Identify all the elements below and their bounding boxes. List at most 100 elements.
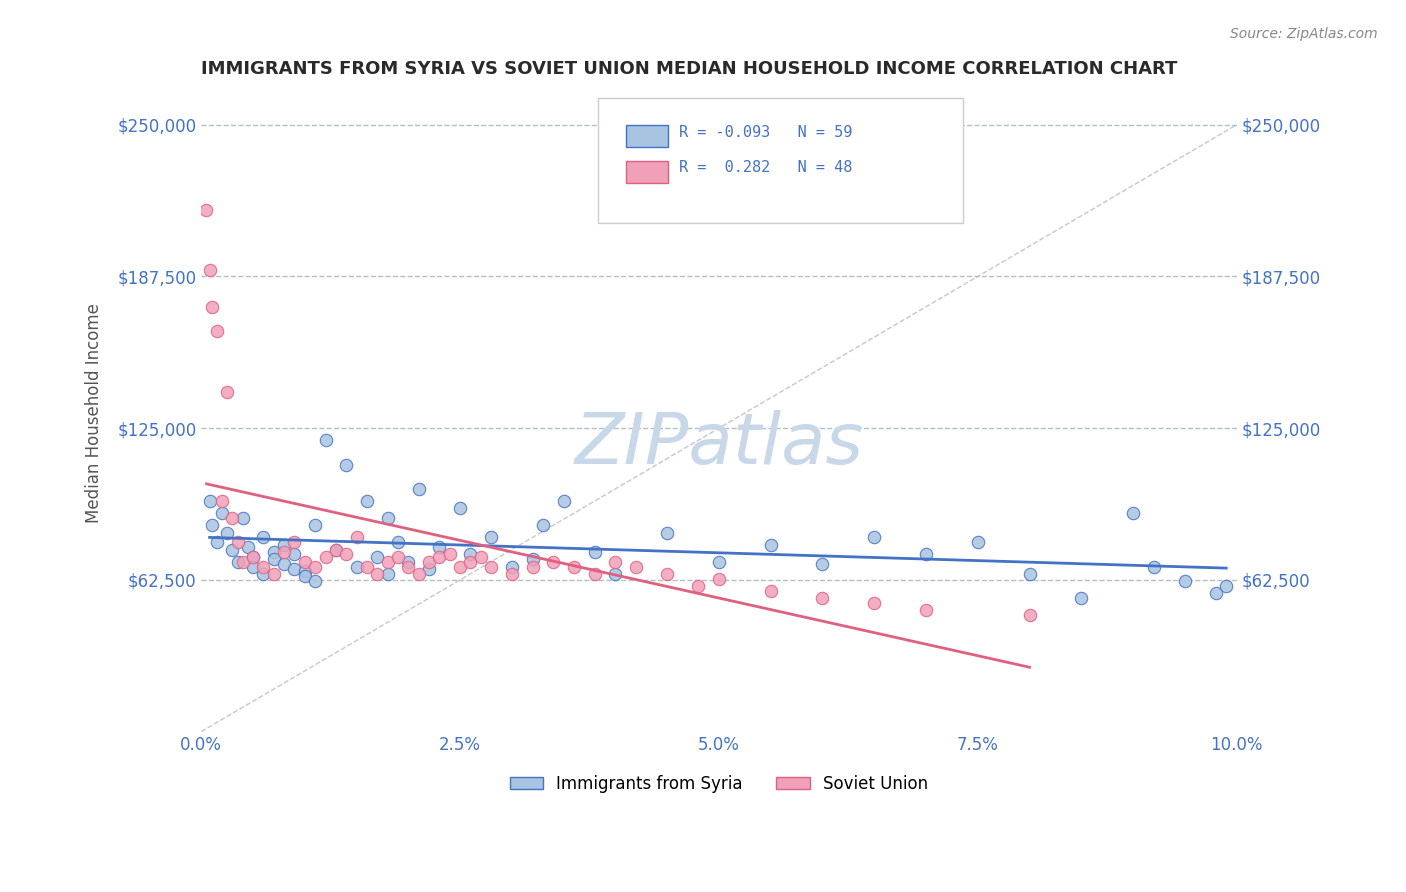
Point [583, 545, 606, 559]
Legend: Immigrants from Syria, Soviet Union: Immigrants from Syria, Soviet Union [503, 768, 935, 799]
Text: R =  0.282   N = 48: R = 0.282 N = 48 [679, 161, 852, 175]
Point [531, 518, 554, 533]
Point [366, 566, 388, 581]
Point [605, 555, 627, 569]
Point [863, 596, 886, 610]
Point [221, 511, 243, 525]
Point [346, 559, 368, 574]
Point [811, 557, 834, 571]
Point [366, 549, 388, 564]
Point [226, 535, 249, 549]
Point [439, 547, 461, 561]
Text: IMMIGRANTS FROM SYRIA VS SOVIET UNION MEDIAN HOUSEHOLD INCOME CORRELATION CHART: IMMIGRANTS FROM SYRIA VS SOVIET UNION ME… [201, 60, 1178, 78]
Point [232, 555, 254, 569]
Point [543, 555, 565, 569]
Point [553, 494, 575, 508]
Text: Source: ZipAtlas.com: Source: ZipAtlas.com [1230, 27, 1378, 41]
Point [460, 547, 482, 561]
Point [966, 535, 988, 549]
Point [283, 535, 305, 549]
Point [242, 549, 264, 564]
Point [479, 559, 502, 574]
Point [915, 547, 938, 561]
Point [605, 566, 627, 581]
Point [221, 542, 243, 557]
Point [211, 506, 233, 520]
Point [522, 559, 544, 574]
Point [460, 555, 482, 569]
Point [356, 494, 378, 508]
Point [205, 324, 228, 338]
Point [252, 559, 274, 574]
Point [273, 538, 295, 552]
Point [759, 583, 782, 598]
Point [429, 549, 451, 564]
Point [583, 566, 606, 581]
Point [501, 559, 523, 574]
Point [217, 525, 239, 540]
Point [198, 263, 221, 277]
Point [449, 559, 471, 574]
Point [387, 549, 409, 564]
Point [263, 545, 285, 559]
Point [242, 549, 264, 564]
Point [211, 494, 233, 508]
Point [232, 511, 254, 525]
Point [1143, 559, 1166, 574]
Point [387, 535, 409, 549]
Point [304, 574, 326, 588]
Point [252, 566, 274, 581]
Point [283, 547, 305, 561]
Point [294, 569, 316, 583]
Point [252, 530, 274, 544]
Point [242, 559, 264, 574]
Point [408, 482, 430, 496]
Point [315, 549, 337, 564]
Point [201, 518, 224, 533]
Point [470, 549, 492, 564]
Point [325, 542, 347, 557]
Point [915, 603, 938, 617]
Point [759, 538, 782, 552]
Point [479, 530, 502, 544]
Point [263, 552, 285, 566]
Point [335, 547, 357, 561]
Point [1018, 566, 1040, 581]
Point [205, 535, 228, 549]
Point [273, 557, 295, 571]
Point [396, 555, 419, 569]
Point [1018, 608, 1040, 623]
Point [195, 202, 218, 217]
Point [335, 458, 357, 472]
Point [1174, 574, 1197, 588]
Y-axis label: Median Household Income: Median Household Income [86, 303, 103, 523]
Point [226, 555, 249, 569]
Point [377, 555, 399, 569]
Point [522, 552, 544, 566]
Point [624, 559, 647, 574]
Point [198, 494, 221, 508]
Point [501, 566, 523, 581]
Point [562, 559, 585, 574]
Point [418, 555, 440, 569]
Point [294, 565, 316, 579]
Point [356, 559, 378, 574]
Point [707, 572, 730, 586]
Point [377, 566, 399, 581]
Point [273, 545, 295, 559]
Point [429, 540, 451, 554]
Point [377, 511, 399, 525]
Point [201, 300, 224, 314]
Point [811, 591, 834, 605]
Point [1070, 591, 1092, 605]
Point [217, 384, 239, 399]
Point [863, 530, 886, 544]
Point [346, 530, 368, 544]
Point [315, 434, 337, 448]
Point [263, 566, 285, 581]
Point [304, 559, 326, 574]
Text: R = -0.093   N = 59: R = -0.093 N = 59 [679, 125, 852, 139]
Point [1205, 586, 1227, 600]
Point [1122, 506, 1144, 520]
Point [707, 555, 730, 569]
